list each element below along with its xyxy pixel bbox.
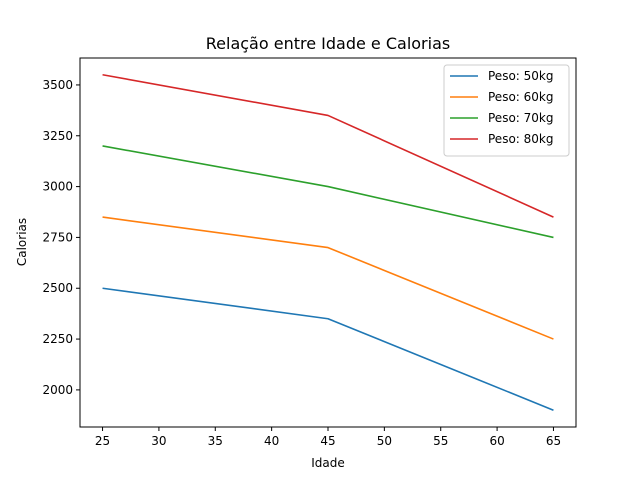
y-tick-label: 2500 [42,281,73,295]
y-tick-label: 3000 [42,180,73,194]
series-line-3 [102,145,554,239]
y-tick-label: 3500 [42,78,73,92]
x-axis: 25 30 35 40 45 50 55 60 65 [95,427,561,448]
x-tick-label: 50 [377,434,392,448]
legend: Peso: 50kg Peso: 60kg Peso: 70kg Peso: 80kg [443,64,570,157]
legend-label-1: Peso: 50kg [488,69,553,83]
x-tick-label: 60 [489,434,504,448]
y-tick-label: 2250 [42,332,73,346]
x-tick-label: 40 [264,434,279,448]
y-axis: 2000 2250 2500 2750 3000 3250 3500 [42,78,80,397]
series-line-1 [102,287,554,411]
x-tick-label: 30 [151,434,166,448]
series-line-4 [102,73,554,218]
y-axis-label: Calorias [15,218,29,266]
legend-box [443,64,570,157]
x-tick-label: 35 [208,434,223,448]
y-tick-label: 2000 [42,383,73,397]
legend-label-2: Peso: 60kg [488,90,553,104]
x-tick-label: 55 [433,434,448,448]
legend-label-3: Peso: 70kg [488,111,553,125]
x-tick-label: 65 [546,434,561,448]
y-tick-label: 2750 [42,230,73,244]
legend-label-4: Peso: 80kg [488,132,553,146]
chart-title: Relação entre Idade e Calorias [206,34,450,53]
plot-lines [102,73,554,411]
x-axis-label: Idade [311,456,345,470]
x-tick-label: 45 [320,434,335,448]
series-line-2 [102,216,554,340]
y-tick-label: 3250 [42,129,73,143]
x-tick-label: 25 [95,434,110,448]
